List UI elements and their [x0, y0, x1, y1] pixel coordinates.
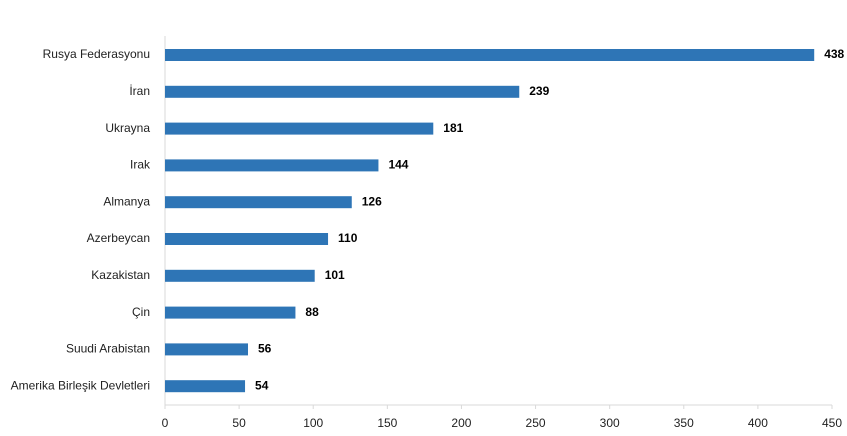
x-tick-label: 50 — [232, 416, 246, 430]
bar — [165, 159, 379, 172]
value-label: 54 — [255, 378, 269, 392]
bar — [165, 122, 434, 135]
x-tick-label: 300 — [600, 416, 620, 430]
x-tick-label: 250 — [526, 416, 546, 430]
y-tick-label: Ukrayna — [105, 121, 150, 135]
x-tick-label: 150 — [377, 416, 397, 430]
x-tick-label: 350 — [674, 416, 694, 430]
bar — [165, 380, 246, 393]
bar — [165, 269, 315, 282]
y-tick-label: Rusya Federasyonu — [43, 47, 150, 61]
bar — [165, 233, 329, 245]
x-tick-label: 200 — [451, 416, 471, 430]
value-label: 438 — [824, 47, 844, 61]
y-tick-label: Kazakistan — [91, 268, 150, 282]
value-label: 56 — [258, 342, 272, 356]
value-label: 144 — [388, 158, 408, 172]
y-tick-label: Irak — [130, 158, 151, 172]
y-tick-label: Suudi Arabistan — [66, 342, 150, 356]
bar — [165, 85, 520, 98]
value-label: 239 — [529, 84, 549, 98]
x-tick-label: 0 — [162, 416, 169, 430]
bar — [165, 49, 815, 61]
x-tick-label: 400 — [748, 416, 768, 430]
y-tick-label: Azerbeycan — [87, 231, 150, 245]
y-tick-label: Almanya — [103, 194, 150, 208]
bar — [165, 196, 352, 209]
value-label: 126 — [362, 194, 382, 208]
y-tick-label: Amerika Birleşik Devletleri — [11, 378, 150, 392]
value-label: 181 — [443, 121, 463, 135]
value-label: 88 — [305, 305, 319, 319]
value-label: 101 — [325, 268, 345, 282]
y-tick-label: Çin — [132, 305, 150, 319]
bar — [165, 343, 249, 356]
x-tick-label: 100 — [303, 416, 323, 430]
y-tick-label: İran — [129, 84, 150, 98]
bar — [165, 306, 296, 319]
value-label: 110 — [338, 231, 358, 245]
x-tick-label: 450 — [822, 416, 842, 430]
